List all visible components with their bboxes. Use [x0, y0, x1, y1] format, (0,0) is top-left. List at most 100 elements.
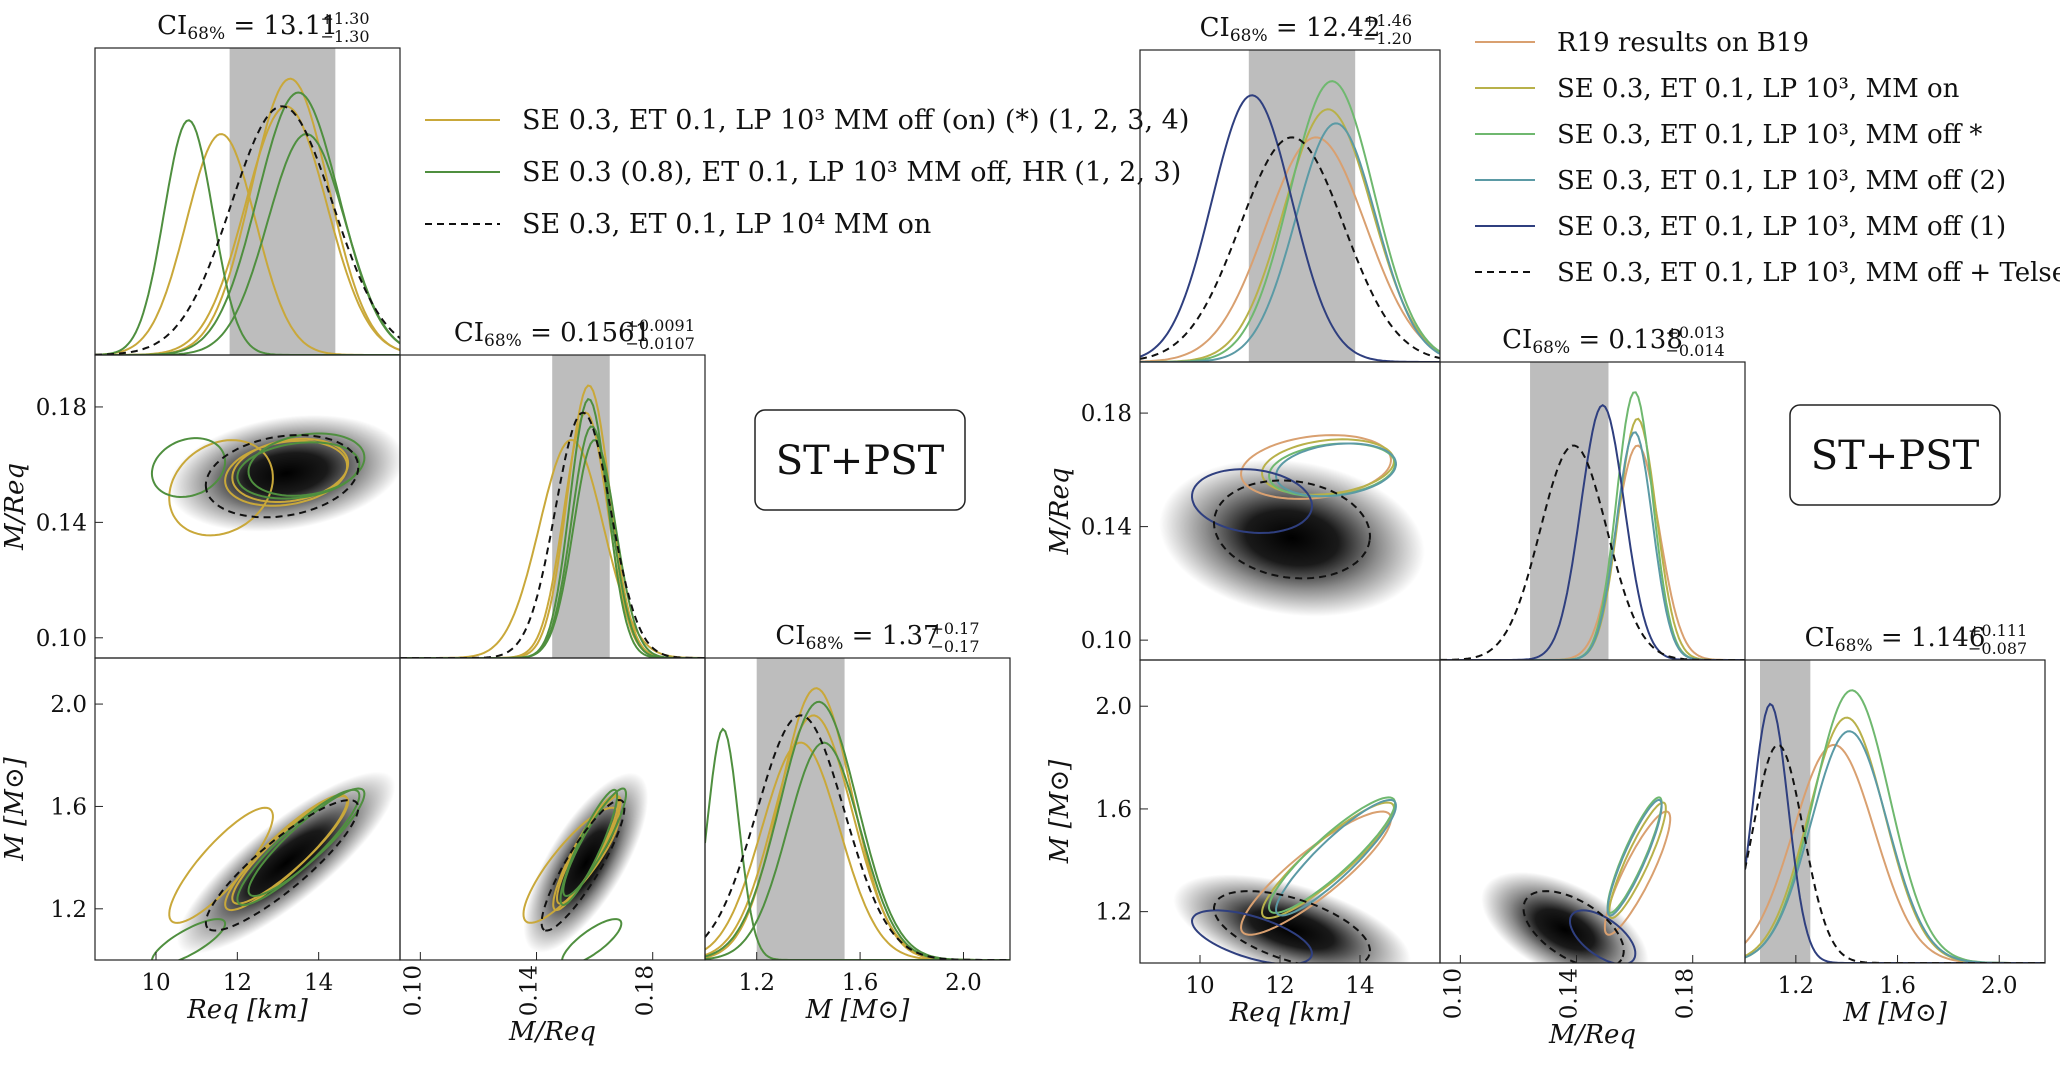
ci-minus-mr: −0.014 — [1666, 341, 1725, 360]
x-tick-label-req: 12 — [1265, 973, 1294, 999]
y-tick-label-mr: 0.18 — [1081, 401, 1132, 427]
legend-entry: SE 0.3, ET 0.1, LP 10³ MM off (on) (*) (… — [522, 105, 1189, 136]
y-tick-label-m: 1.2 — [50, 897, 87, 923]
joint-panel-req-m — [1139, 659, 1441, 964]
marginal-curve-m-4 — [1745, 702, 2045, 963]
legend-entry: SE 0.3, ET 0.1, LP 10⁴ MM on — [522, 209, 931, 240]
y-tick-label-mr: 0.14 — [1081, 515, 1132, 541]
ci-title-m: CI68% = 1.146 — [1805, 623, 1986, 656]
diag-panel-req: CI68% = 13.11+1.30−1.30 — [94, 9, 401, 356]
x-tick-label-m: 1.6 — [842, 970, 879, 996]
model-label: ST+PST — [776, 438, 945, 484]
marginal-curve-mr-4 — [1440, 403, 1745, 660]
ci-band-m — [756, 658, 845, 960]
panel-frame — [1439, 659, 1746, 964]
ci-plus-mr: +0.013 — [1666, 323, 1725, 342]
x-axis-label-mr: M/Req — [508, 1017, 596, 1047]
contour-1-2 — [231, 795, 350, 905]
contour-1-6 — [204, 799, 360, 932]
x-axis-label-m: M [M⊙] — [805, 995, 910, 1025]
marginal-curve-m-3 — [705, 727, 1010, 960]
legend-entry: SE 0.3 (0.8), ET 0.1, LP 10³ MM off, HR … — [522, 157, 1181, 188]
x-tick-label-m: 1.2 — [1778, 973, 1815, 999]
contour-2-5 — [1522, 890, 1625, 963]
contour-2-2 — [1606, 796, 1663, 914]
model-label-box — [1789, 404, 2001, 506]
legend-entry: SE 0.3, ET 0.1, LP 10³, MM off * — [1557, 120, 1982, 150]
x-axis-label-req: Req [km] — [186, 995, 308, 1025]
marginal-curve-mr-0 — [1440, 444, 1745, 660]
density-blob — [1159, 459, 1425, 617]
y-tick-label-m: 2.0 — [1095, 694, 1132, 720]
density-blob — [1481, 871, 1649, 963]
ci-minus-req: −1.30 — [321, 27, 370, 46]
marginal-curve-mr-5 — [400, 439, 705, 658]
marginal-curve-m-0 — [705, 741, 1010, 960]
contour-0-4 — [1190, 468, 1314, 535]
y-axis-label-m: M [M⊙] — [1045, 759, 1075, 864]
contour-2-6 — [540, 799, 626, 932]
contour-1-5 — [1212, 890, 1372, 963]
joint-panel-req-mr — [1139, 361, 1441, 661]
marginal-curve-req-6 — [95, 105, 400, 355]
marginal-curve-m-2 — [705, 687, 1010, 960]
x-tick-label-mr: 0.18 — [633, 965, 659, 1016]
legend-entry: SE 0.3, ET 0.1, LP 10³, MM off (1) — [1557, 212, 2006, 242]
marginal-curve-m-6 — [705, 714, 1010, 960]
ci-title-req: CI68% = 13.11 — [157, 11, 338, 44]
panel-frame — [399, 657, 706, 961]
legend-entry: SE 0.3, ET 0.1, LP 10³, MM on — [1557, 74, 1960, 104]
contour-2-4 — [1568, 909, 1637, 963]
diag-panel-mr: CI68% = 0.1561+0.0091−0.0107 — [399, 316, 706, 659]
ci-plus-mr: +0.0091 — [626, 316, 695, 335]
y-tick-label-mr: 0.18 — [36, 395, 87, 421]
x-tick-label-mr: 0.10 — [400, 965, 426, 1016]
contour-0-3 — [150, 437, 227, 499]
x-axis-label-mr: M/Req — [1548, 1020, 1636, 1050]
contour-1-5 — [247, 787, 366, 898]
density-blob — [523, 772, 649, 953]
diag-panel-req: CI68% = 12.42+1.46−1.20 — [1139, 11, 1441, 363]
y-tick-label-m: 1.2 — [1095, 900, 1132, 926]
marginal-curve-req-5 — [95, 132, 400, 355]
marginal-curve-req-5 — [1140, 136, 1440, 360]
marginal-curve-m-5 — [705, 741, 1010, 960]
ci-minus-m: −0.087 — [1968, 639, 2027, 658]
ci-plus-m: +0.111 — [1968, 621, 2027, 640]
x-tick-label-req: 14 — [304, 970, 333, 996]
y-tick-label-m: 1.6 — [1095, 797, 1132, 823]
contour-2-3 — [1606, 798, 1663, 917]
y-axis-label-m: M [M⊙] — [0, 756, 30, 861]
contour-0-2 — [231, 437, 350, 503]
diag-panel-m: CI68% = 1.146+0.111−0.087 — [1744, 621, 2046, 964]
ci-title-mr: CI68% = 0.1561 — [454, 318, 651, 351]
joint-panel-mr-m — [399, 657, 706, 961]
legend-entry: R19 results on B19 — [1557, 28, 1809, 58]
ci-title-mr: CI68% = 0.138 — [1502, 325, 1683, 358]
contour-0-5 — [247, 432, 366, 497]
contour-2-3 — [561, 918, 623, 960]
x-axis-label-m: M [M⊙] — [1842, 998, 1947, 1028]
marginal-curve-m-1 — [705, 714, 1010, 960]
contour-1-3 — [150, 918, 227, 960]
ci-minus-mr: −0.0107 — [626, 334, 695, 353]
y-axis-label-mr: M/Req — [1045, 468, 1075, 556]
diag-panel-mr: CI68% = 0.138+0.013−0.014 — [1439, 323, 1746, 661]
contour-0-0 — [168, 439, 274, 537]
x-tick-label-req: 12 — [223, 970, 252, 996]
x-tick-label-mr: 0.14 — [517, 965, 543, 1016]
ci-title-m: CI68% = 1.37 — [775, 621, 939, 654]
marginal-curve-mr-6 — [400, 411, 705, 658]
diag-panel-m: CI68% = 1.37+0.17−0.17 — [704, 619, 1011, 961]
contour-1-4 — [236, 788, 361, 907]
x-tick-label-mr: 0.14 — [1557, 968, 1583, 1019]
legend-entry: SE 0.3, ET 0.1, LP 10³, MM off (2) — [1557, 166, 2006, 196]
contour-1-4 — [1190, 909, 1314, 963]
ci-plus-req: +1.46 — [1363, 11, 1412, 30]
ci-minus-m: −0.17 — [931, 637, 980, 656]
x-tick-label-req: 10 — [1185, 973, 1214, 999]
x-tick-label-req: 10 — [141, 970, 170, 996]
density-blob — [176, 771, 396, 954]
